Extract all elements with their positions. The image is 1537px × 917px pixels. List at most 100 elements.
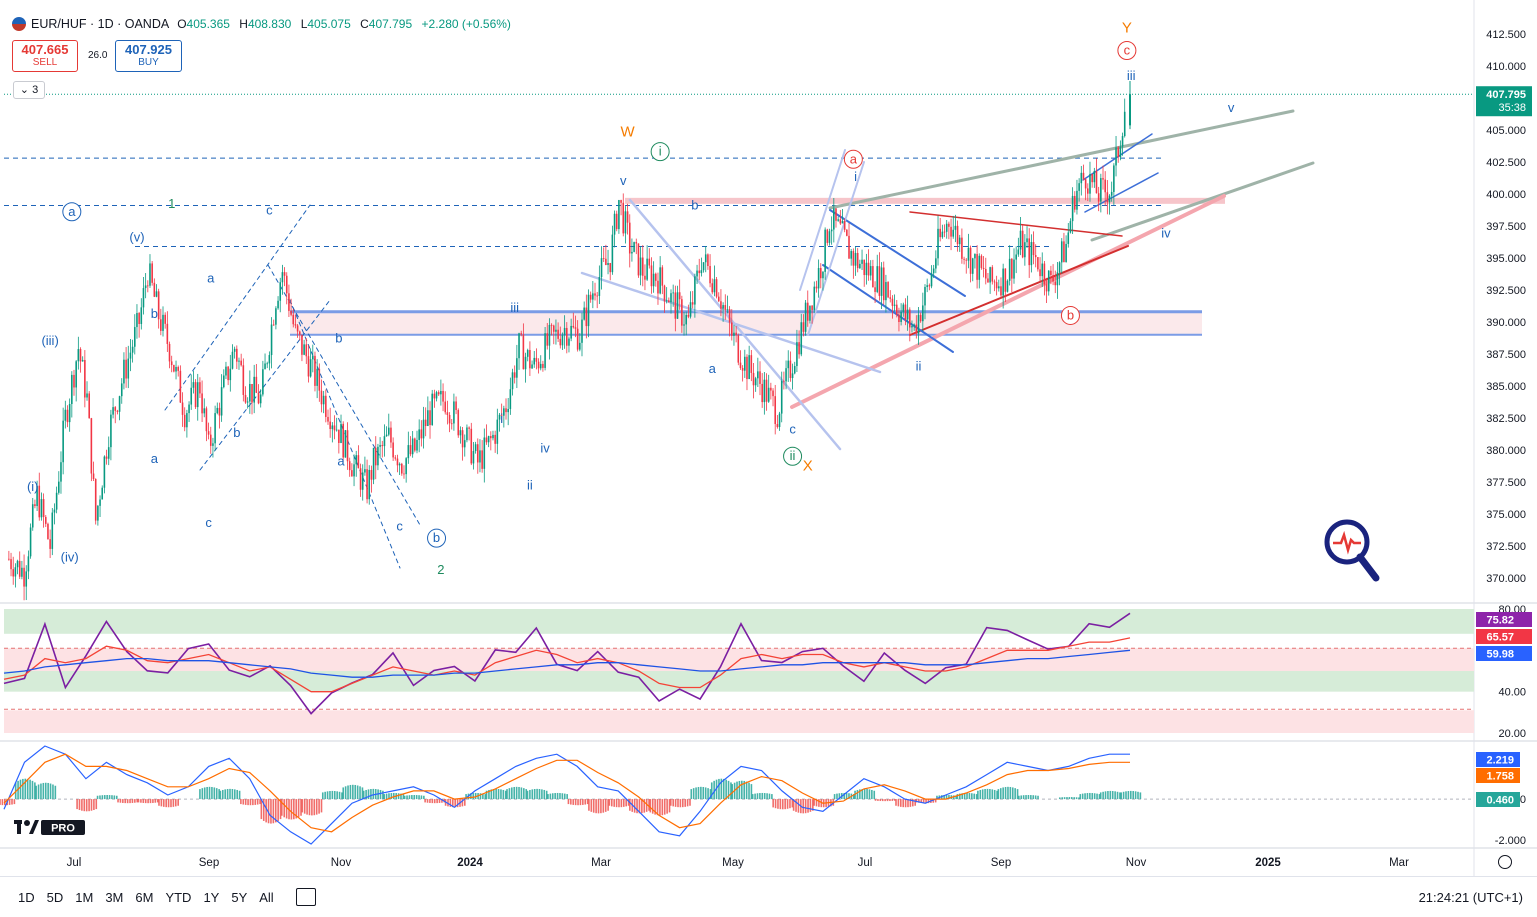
macd-histogram-bar	[833, 794, 836, 800]
indicator-collapse-toggle[interactable]: ⌄ 3	[13, 81, 45, 99]
logo-pro-text: PRO	[51, 823, 75, 835]
candle-body	[364, 469, 366, 473]
wave-label: a	[709, 361, 717, 376]
candle-body	[242, 365, 245, 395]
price-tick-label: 372.500	[1486, 541, 1526, 553]
candle-body	[1093, 171, 1096, 183]
candle-body	[748, 355, 750, 380]
flag-upper-line	[829, 209, 966, 297]
macd-histogram-bar	[285, 799, 288, 819]
macd-histogram-bar	[382, 790, 384, 800]
sell-button[interactable]: 407.665 SELL	[12, 40, 78, 72]
candle-body	[796, 342, 798, 367]
candle-body	[1050, 270, 1052, 276]
macd-histogram-bar	[771, 794, 773, 800]
price-tick-label: 410.000	[1486, 61, 1526, 73]
macd-histogram-bar	[236, 789, 238, 800]
macd-histogram-bar	[559, 793, 561, 800]
candle-body	[1067, 232, 1070, 244]
range-button-5d[interactable]: 5D	[46, 889, 64, 905]
calendar-icon[interactable]	[295, 888, 316, 906]
range-button-1m[interactable]: 1M	[75, 889, 94, 905]
candle-body	[635, 242, 638, 244]
candle-body	[383, 436, 386, 447]
range-button-3m[interactable]: 3M	[105, 889, 124, 905]
candle-body	[539, 363, 542, 369]
symbol-title[interactable]: EUR/HUF · 1D · OANDA	[31, 17, 170, 31]
candle-body	[741, 367, 744, 371]
macd-histogram-bar	[215, 788, 218, 800]
candle-body	[155, 291, 158, 297]
macd-histogram-bar	[648, 799, 650, 811]
candle-body	[442, 390, 444, 402]
rsi-series-line	[3, 637, 1131, 693]
macd-histogram-bar	[201, 788, 204, 800]
macd-histogram-bar	[231, 789, 234, 800]
candle-body	[331, 425, 334, 430]
rsi-value-label: 65.57	[1486, 632, 1514, 644]
candle-body	[173, 365, 175, 372]
candle-body	[292, 314, 295, 325]
candle-body	[312, 355, 314, 360]
macd-histogram-bar	[877, 799, 879, 801]
candle-body	[1100, 178, 1102, 202]
macd-histogram-bar	[1030, 795, 1032, 800]
range-button-5y[interactable]: 5Y	[231, 889, 248, 905]
currency-flag-icon	[12, 17, 26, 31]
macd-histogram-bar	[795, 799, 797, 812]
macd-histogram-bar	[914, 799, 916, 806]
macd-histogram-bar	[347, 785, 349, 800]
macd-histogram-bar	[861, 789, 864, 800]
rsi-value-badge	[1476, 612, 1532, 627]
candle-body	[175, 366, 177, 372]
range-button-all[interactable]: All	[259, 889, 274, 905]
range-button-6m[interactable]: 6M	[135, 889, 154, 905]
candle-body	[565, 327, 568, 346]
macd-histogram-bar	[306, 799, 308, 815]
candle-body	[483, 437, 486, 469]
candle-body	[639, 257, 642, 276]
macd-histogram-bar	[218, 789, 220, 800]
candle-body	[377, 446, 379, 466]
macd-histogram-bar	[488, 789, 490, 800]
macd-histogram-bar	[1098, 794, 1101, 800]
candle-body	[730, 322, 733, 336]
range-button-ytd[interactable]: YTD	[165, 889, 192, 905]
candle-body	[1008, 258, 1011, 281]
clock-timezone[interactable]: 21:24:21 (UTC+1)	[1418, 889, 1523, 905]
macd-histogram-bar	[966, 792, 968, 800]
close-label: C	[360, 17, 369, 31]
candle-body	[1017, 249, 1020, 255]
macd-histogram-bar	[103, 795, 106, 800]
candle-body	[435, 392, 438, 399]
settings-gear-icon[interactable]	[1498, 855, 1512, 869]
macd-histogram-bar	[441, 799, 443, 803]
candle-body	[112, 407, 114, 415]
magnifier-pulse-icon[interactable]	[1323, 518, 1383, 584]
range-button-1d[interactable]: 1D	[18, 889, 35, 905]
macd-histogram-bar	[1007, 786, 1009, 800]
candle-body	[231, 351, 234, 369]
inner-support-line	[909, 245, 1129, 336]
range-button-1y[interactable]: 1Y	[203, 889, 220, 905]
macd-histogram-bar	[884, 799, 886, 802]
candle-body	[177, 366, 180, 371]
candle-body	[963, 258, 965, 260]
candle-body	[51, 512, 54, 549]
candle-body	[969, 247, 972, 274]
price-axis[interactable]: 412.500410.000407.500405.000402.500400.0…	[1476, 29, 1532, 585]
candle-body	[869, 266, 872, 276]
macd-histogram-bar	[1061, 797, 1063, 800]
candle-body	[757, 371, 759, 379]
candle-body	[655, 273, 657, 281]
macd-histogram-bar	[272, 799, 275, 824]
buy-button[interactable]: 407.925 BUY	[115, 40, 182, 72]
time-axis[interactable]: Jul Sep Nov 2024 Mar May Jul Sep Nov 2025 Mar	[67, 857, 1409, 869]
macd-histogram-bar	[809, 799, 812, 812]
macd-tick-label: -2.000	[1495, 835, 1526, 847]
candle-body	[153, 282, 156, 297]
candle-body	[1052, 275, 1054, 282]
supply-zone	[290, 197, 1225, 336]
